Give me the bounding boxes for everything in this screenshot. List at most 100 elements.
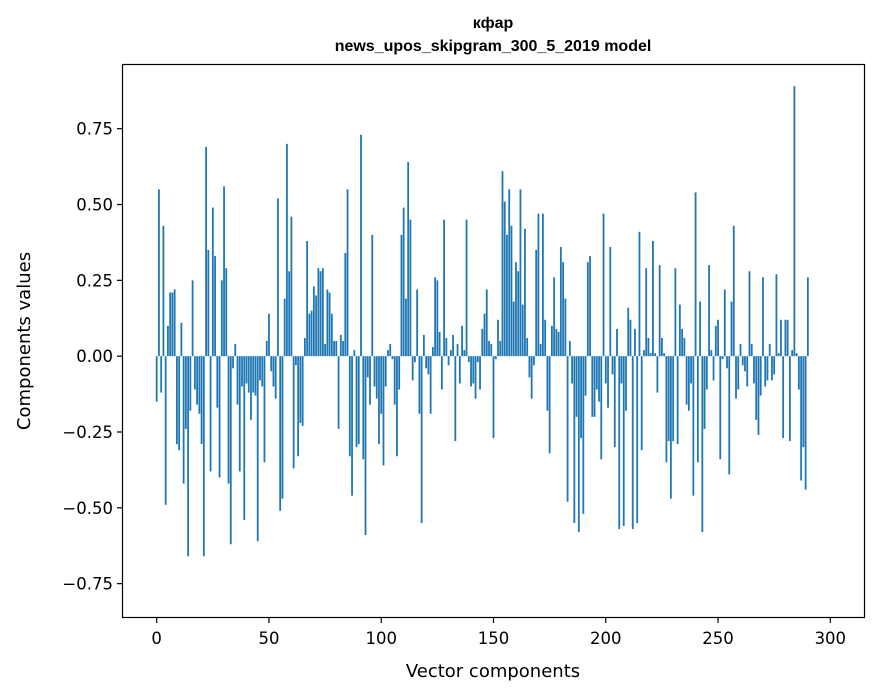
- bar-90: [357, 356, 360, 445]
- bar-184: [568, 341, 571, 357]
- bar-170: [537, 213, 540, 357]
- bar-240: [694, 192, 697, 357]
- bar-83: [342, 341, 344, 357]
- bar-208: [622, 356, 625, 527]
- bar-266: [753, 356, 755, 384]
- bar-188: [577, 356, 580, 533]
- bar-64: [299, 356, 302, 423]
- bar-117: [418, 356, 421, 414]
- bar-212: [631, 356, 634, 530]
- bar-109: [400, 234, 403, 357]
- bar-72: [317, 268, 320, 357]
- bar-226: [663, 353, 666, 357]
- x-tick-label-3: 150: [478, 629, 510, 648]
- bar-16: [191, 280, 194, 357]
- bar-110: [402, 207, 405, 357]
- bar-82: [339, 334, 342, 357]
- bar-14: [187, 356, 190, 557]
- bar-260: [739, 344, 742, 357]
- bar-239: [692, 356, 695, 496]
- bar-105: [391, 356, 394, 360]
- bar-187: [575, 356, 578, 417]
- x-tick-label-1: 50: [258, 629, 279, 648]
- bar-3: [162, 225, 165, 357]
- bar-19: [198, 356, 201, 414]
- bar-15: [189, 356, 192, 411]
- bar-210: [627, 307, 630, 357]
- bar-31: [225, 268, 228, 357]
- bar-144: [479, 356, 481, 390]
- bar-108: [398, 356, 401, 390]
- bar-202: [609, 246, 612, 357]
- bar-69: [310, 310, 313, 357]
- bar-87: [351, 356, 353, 496]
- bar-199: [602, 213, 605, 357]
- bar-25: [211, 207, 214, 357]
- bar-122: [429, 356, 432, 414]
- bar-91: [360, 134, 362, 357]
- bar-230: [672, 356, 675, 442]
- bar-270: [762, 277, 764, 357]
- bar-152: [497, 319, 499, 357]
- bar-250: [717, 319, 719, 357]
- bar-166: [528, 356, 531, 378]
- bar-169: [535, 250, 538, 357]
- bar-56: [281, 356, 284, 499]
- bar-162: [519, 189, 522, 357]
- bar-195: [593, 356, 596, 417]
- bar-150: [492, 356, 495, 439]
- bar-192: [586, 262, 589, 357]
- x-tick-label-6: 300: [815, 629, 847, 648]
- bar-232: [676, 356, 679, 445]
- bar-4: [164, 356, 167, 505]
- bar-100: [380, 356, 383, 414]
- bar-179: [557, 331, 560, 357]
- bar-229: [669, 356, 672, 499]
- bar-85: [346, 189, 349, 357]
- bar-161: [517, 271, 520, 357]
- bar-259: [737, 356, 740, 390]
- x-tick-label-5: 250: [702, 629, 734, 648]
- bar-261: [741, 356, 744, 366]
- bar-71: [315, 295, 318, 357]
- chart-title-line-1: кфар: [473, 15, 514, 32]
- bar-211: [629, 319, 632, 357]
- y-tick-label-4: 0.25: [76, 271, 113, 290]
- bar-255: [728, 356, 731, 475]
- bar-47: [261, 356, 264, 387]
- bar-147: [485, 289, 488, 357]
- bar-193: [589, 256, 591, 357]
- bar-218: [645, 268, 648, 357]
- bar-280: [784, 319, 787, 357]
- bar-126: [438, 331, 441, 357]
- bar-84: [344, 253, 347, 357]
- bar-189: [580, 356, 582, 439]
- bar-289: [804, 356, 807, 490]
- bar-11: [180, 322, 183, 357]
- bar-37: [238, 356, 241, 472]
- bar-29: [220, 280, 223, 357]
- bar-103: [387, 350, 389, 357]
- bar-125: [436, 280, 439, 357]
- bar-265: [750, 344, 753, 357]
- bar-275: [773, 356, 776, 375]
- bar-197: [598, 356, 600, 402]
- bar-198: [600, 356, 603, 460]
- bar-216: [640, 356, 643, 451]
- bar-13: [184, 356, 187, 429]
- bar-127: [440, 356, 443, 390]
- bar-116: [416, 289, 419, 357]
- bar-182: [564, 298, 567, 357]
- x-tick-label-4: 200: [590, 629, 622, 648]
- bar-140: [470, 356, 472, 387]
- bar-153: [499, 341, 502, 357]
- bar-244: [703, 356, 706, 429]
- bar-273: [768, 344, 771, 357]
- bar-160: [515, 262, 517, 357]
- bar-272: [766, 356, 769, 381]
- bar-217: [643, 350, 645, 357]
- bar-44: [254, 356, 257, 396]
- bar-146: [483, 313, 486, 357]
- bar-81: [337, 356, 340, 429]
